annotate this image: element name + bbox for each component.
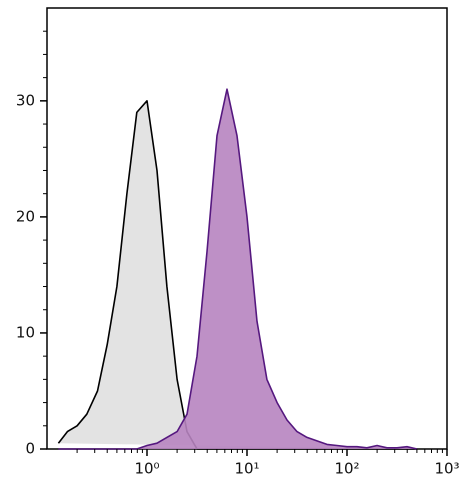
- y-tick-label: 20: [16, 207, 35, 225]
- x-tick-label: 10¹: [234, 460, 259, 478]
- x-tick-label: 10⁰: [134, 460, 159, 478]
- x-tick-label: 10³: [434, 460, 459, 478]
- x-tick-label: 10²: [334, 460, 359, 478]
- y-tick-label: 0: [25, 440, 35, 458]
- y-tick-label: 10: [16, 323, 35, 341]
- y-tick-label: 30: [16, 91, 35, 109]
